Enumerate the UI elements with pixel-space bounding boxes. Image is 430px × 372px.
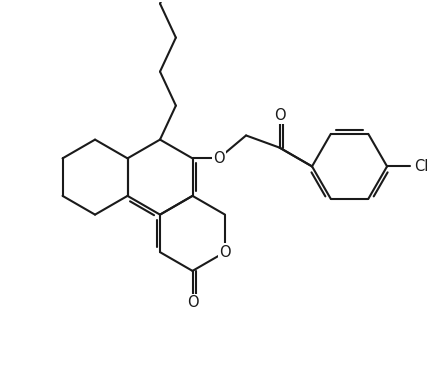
Text: O: O xyxy=(274,108,286,123)
Text: O: O xyxy=(219,245,231,260)
Text: O: O xyxy=(187,295,198,310)
Text: O: O xyxy=(213,151,224,166)
Text: Cl: Cl xyxy=(415,159,429,174)
